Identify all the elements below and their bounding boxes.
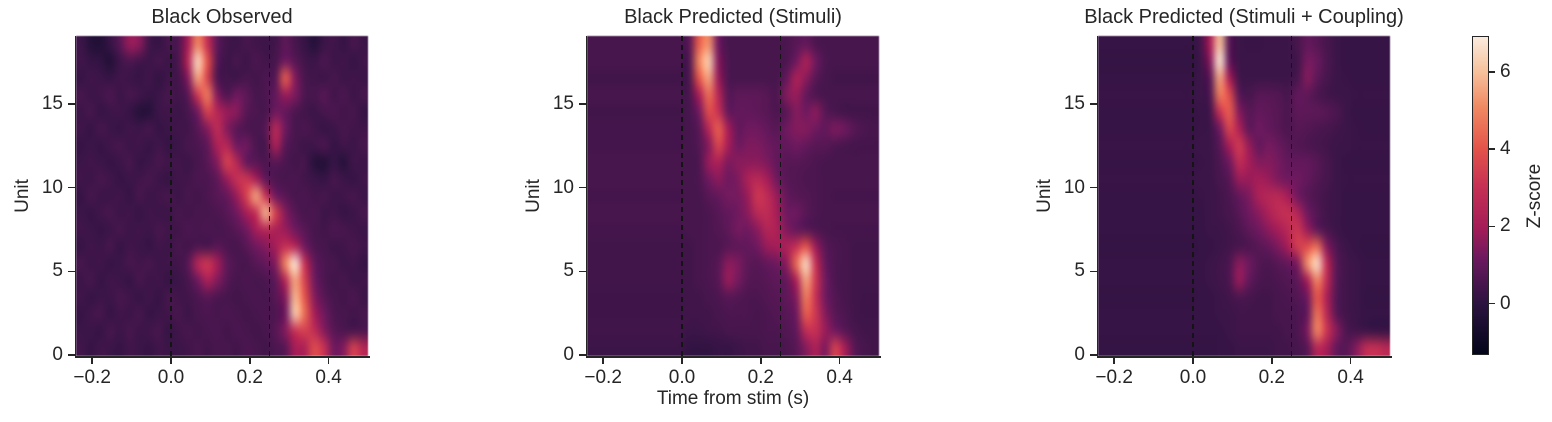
colorbar-tick-mark (1489, 71, 1495, 73)
x-tick-mark (681, 357, 683, 364)
axis-spine-left (1096, 36, 1098, 357)
axis-spine-bottom (585, 356, 881, 358)
y-tick-mark (1089, 270, 1097, 273)
x-tick-mark (249, 357, 251, 364)
x-tick-label: 0.0 (668, 367, 696, 388)
y-tick-mark (578, 270, 586, 273)
y-tick-label: 10 (41, 176, 63, 198)
colorbar-gradient (1473, 37, 1488, 354)
colorbar-tick-mark (1489, 302, 1495, 305)
x-tick-label: −0.2 (584, 367, 622, 388)
axis-spine-left (74, 36, 76, 357)
heatmap-canvas (76, 36, 368, 356)
x-tick-label: 0.2 (747, 367, 774, 388)
y-tick-mark (1089, 354, 1097, 356)
y-tick-label: 15 (552, 92, 574, 114)
y-tick-label: 5 (1074, 260, 1085, 282)
y-tick-label: 0 (563, 343, 574, 365)
colorbar: Z-score 0 2 4 6 (1472, 36, 1545, 355)
panel-title: Black Observed (151, 6, 293, 28)
stim-onset-line (170, 36, 172, 356)
y-tick-mark (67, 354, 75, 356)
axis-spine-left (585, 36, 587, 357)
y-tick-label: 10 (1063, 176, 1085, 198)
x-tick-mark (838, 357, 841, 364)
x-tick-mark (602, 357, 604, 364)
y-tick-mark (67, 103, 75, 105)
stim-onset-line (1192, 36, 1194, 356)
x-tick-label: 0.4 (826, 367, 853, 388)
panel-predicted-stimuli: Black Predicted (Stimuli) Unit Time from… (523, 6, 881, 409)
x-tick-label: 0.2 (236, 367, 263, 388)
x-tick-label: 0.0 (1179, 367, 1207, 388)
y-tick-label: 0 (1074, 343, 1085, 365)
y-axis-label: Unit (12, 179, 33, 213)
colorbar-tick-mark (1489, 148, 1495, 150)
y-tick-mark (67, 186, 75, 189)
x-tick-mark (1349, 357, 1352, 364)
y-tick-label: 5 (563, 260, 574, 282)
x-tick-mark (1192, 357, 1194, 364)
stim-offset-line (268, 36, 271, 356)
y-tick-mark (578, 354, 586, 356)
x-tick-label: 0.4 (1337, 367, 1364, 388)
y-axis-label: Unit (523, 179, 544, 213)
x-tick-mark (1113, 357, 1115, 364)
x-tick-label: 0.2 (1258, 367, 1285, 388)
axis-spine-bottom (1096, 356, 1392, 358)
stim-offset-line (1290, 36, 1293, 356)
y-tick-mark (1089, 103, 1097, 105)
y-axis-label: Unit (1034, 179, 1055, 213)
y-tick-label: 5 (52, 260, 63, 282)
colorbar-tick-label: 6 (1500, 60, 1511, 82)
y-tick-label: 15 (1063, 92, 1085, 114)
x-tick-mark (170, 357, 172, 364)
y-tick-label: 10 (552, 176, 574, 198)
heatmap-canvas (587, 36, 879, 356)
axis-spine-bottom (74, 356, 370, 358)
panel-predicted-coupling: Black Predicted (Stimuli + Coupling) Uni… (1034, 6, 1404, 388)
x-tick-label: −0.2 (1095, 367, 1133, 388)
panel-title: Black Predicted (Stimuli + Coupling) (1084, 6, 1404, 28)
y-tick-label: 15 (41, 92, 63, 114)
x-tick-mark (1271, 357, 1273, 364)
stim-onset-line (681, 36, 683, 356)
colorbar-tick-label: 2 (1500, 215, 1511, 237)
x-tick-mark (327, 357, 330, 364)
colorbar-label: Z-score (1524, 163, 1545, 228)
panel-title: Black Predicted (Stimuli) (624, 6, 842, 28)
panel-observed: Black Observed Unit −0.2 0.0 0.2 0.4 0 5 10 15 (12, 6, 370, 388)
x-tick-mark (91, 357, 93, 364)
x-axis-label: Time from stim (s) (656, 388, 810, 409)
colorbar-tick-mark (1489, 225, 1495, 228)
y-tick-mark (578, 103, 586, 105)
x-tick-label: 0.0 (157, 367, 185, 388)
x-tick-label: 0.4 (315, 367, 342, 388)
heatmap-canvas (1098, 36, 1390, 356)
y-tick-mark (67, 270, 75, 273)
colorbar-tick-label: 0 (1500, 292, 1511, 314)
x-tick-label: −0.2 (73, 367, 111, 388)
y-tick-mark (1089, 186, 1097, 189)
y-tick-label: 0 (52, 343, 63, 365)
x-tick-mark (760, 357, 762, 364)
colorbar-tick-label: 4 (1500, 138, 1511, 160)
y-tick-mark (578, 186, 586, 189)
stim-offset-line (779, 36, 782, 356)
